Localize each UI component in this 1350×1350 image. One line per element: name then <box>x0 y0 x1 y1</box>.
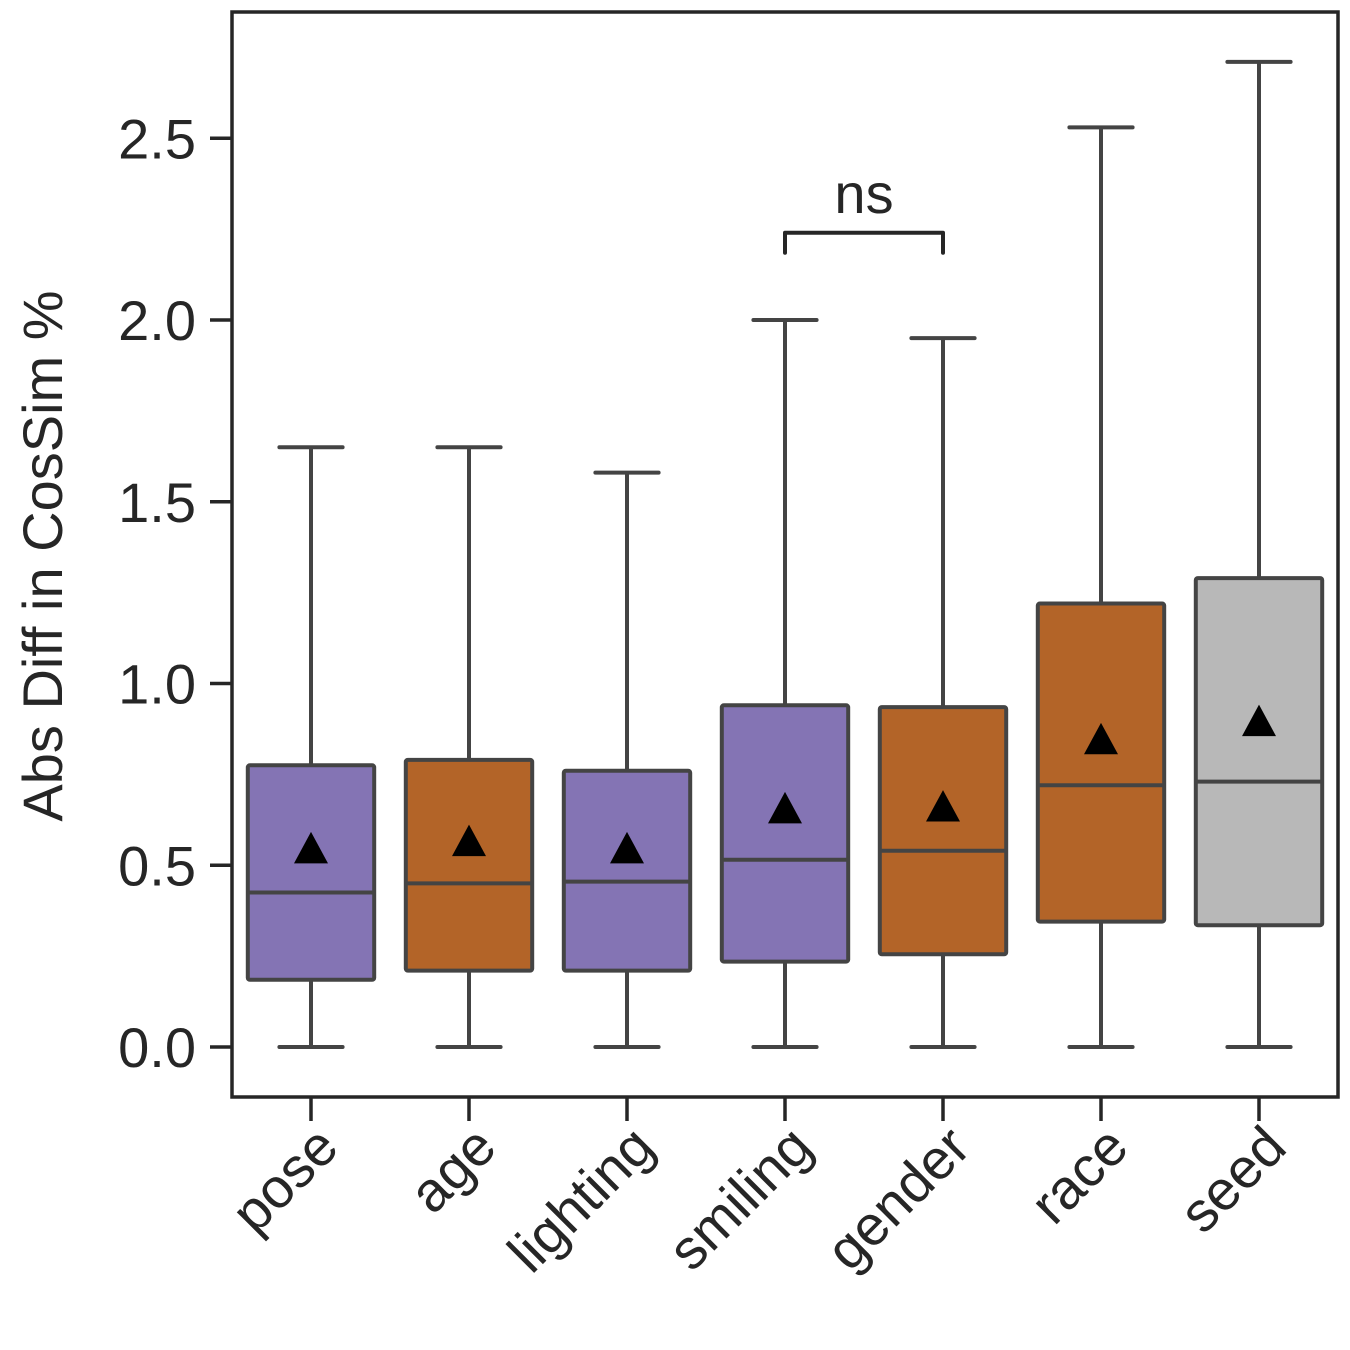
y-tick-label: 2.5 <box>118 107 196 170</box>
plot-area: 0.0 0.5 1.0 1.5 2.0 2.5 pose agelightingsmiling… <box>118 10 1340 1284</box>
y-tick-label: 0.5 <box>118 834 196 897</box>
x-tick-label: gender <box>814 1114 982 1282</box>
box-lighting <box>561 768 693 973</box>
mean-marker <box>926 790 960 822</box>
mean-marker <box>768 791 802 824</box>
y-axis-label: Abs Diff in CosSim % <box>11 290 74 821</box>
mean-marker <box>294 831 328 864</box>
box-pose <box>245 763 377 982</box>
box-seed <box>1193 576 1325 928</box>
x-tick-label: race <box>1018 1114 1140 1236</box>
box-smiling <box>719 703 851 964</box>
x-tick-label: seed <box>1167 1114 1297 1244</box>
significance-bracket <box>783 230 945 255</box>
y-tick-label: 1.5 <box>118 471 196 534</box>
mean-marker <box>1084 722 1118 755</box>
x-tick-label: pose <box>219 1114 349 1244</box>
box-gender <box>877 705 1009 957</box>
x-tick-label: smiling <box>656 1114 824 1282</box>
box-race <box>1035 601 1167 924</box>
y-tick-label: 2.0 <box>118 289 196 352</box>
mean-marker <box>452 824 486 857</box>
x-tick-label: lighting <box>495 1114 665 1284</box>
x-tick-label: age <box>397 1114 508 1225</box>
y-tick-label: 0.0 <box>118 1016 196 1079</box>
mean-marker <box>610 831 644 864</box>
mean-marker <box>1242 704 1276 737</box>
significance-label: ns <box>834 162 893 225</box>
box-age <box>403 757 535 973</box>
y-tick-label: 1.0 <box>118 653 196 716</box>
